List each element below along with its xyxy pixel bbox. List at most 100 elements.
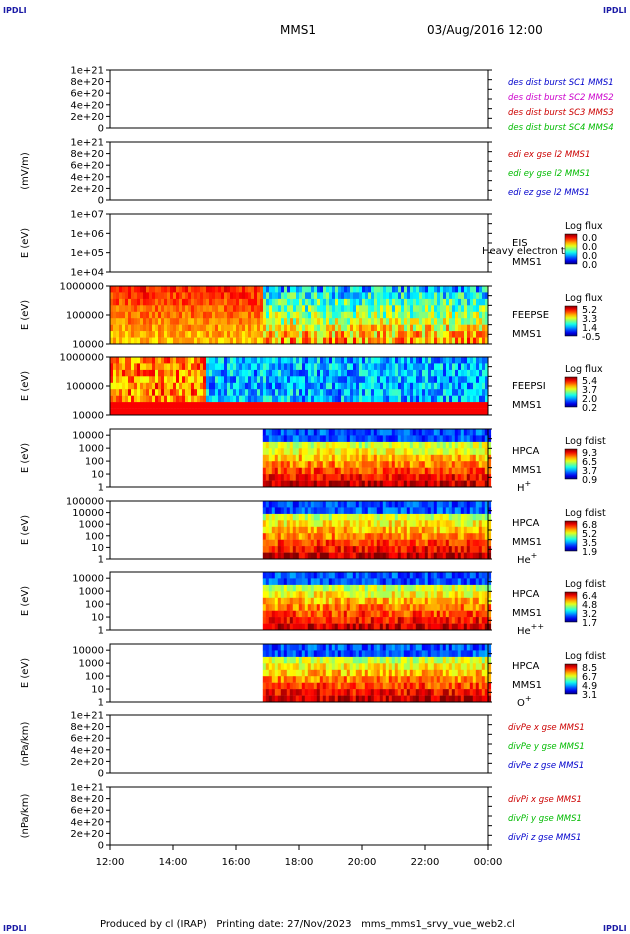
colorbar-tick-label: 3.7 — [582, 466, 597, 477]
y-tick-label: 2e+20 — [70, 184, 104, 195]
instrument-spacecraft-label: MMS1 — [512, 537, 542, 548]
y-tick-label: 6e+20 — [70, 161, 104, 172]
y-tick-label: 10000 — [72, 411, 104, 422]
legend-entry: des dist burst SC2 MMS2 — [508, 93, 614, 103]
colorbar-tick-label: 0.0 — [582, 242, 597, 253]
y-tick-label: 1e+07 — [70, 210, 104, 221]
legend-entry: divPe y gse MMS1 — [508, 742, 585, 752]
corner-label-tl: IPDLI — [3, 6, 27, 15]
colorbar-tick-label: 6.4 — [582, 591, 597, 602]
y-tick-label: 10 — [91, 470, 104, 481]
corner-label-br: IPDLI — [603, 924, 627, 933]
y-axis-label: (nPa/km) — [20, 722, 31, 767]
legend-entry: divPe z gse MMS1 — [508, 761, 584, 771]
y-tick-label: 1e+21 — [70, 711, 104, 722]
panel-5-plot-area — [110, 357, 489, 416]
y-tick-label: 6e+20 — [70, 734, 104, 745]
instrument-label: HPCA — [512, 446, 540, 457]
legend-entry: edi ex gse l2 MMS1 — [508, 150, 590, 160]
panel-6-plot-area — [262, 429, 492, 488]
colorbar-tick-label: -0.5 — [582, 332, 601, 343]
panel-6-spectrogram — [262, 429, 492, 488]
species-superscript: + — [525, 694, 532, 703]
y-axis-label: E (eV) — [20, 658, 31, 688]
x-tick-label: 12:00 — [96, 857, 125, 868]
panel-5-spectrogram — [110, 357, 489, 416]
legend-entry: edi ey gse l2 MMS1 — [508, 169, 590, 179]
legend-entry: divPi z gse MMS1 — [508, 833, 581, 843]
y-tick-label: 10 — [91, 543, 104, 554]
y-tick-label: 1000 — [79, 444, 104, 455]
y-tick-label: 10000 — [72, 431, 104, 442]
y-tick-label: 1e+06 — [70, 229, 104, 240]
colorbar-tick-label: 6.8 — [582, 520, 597, 531]
y-tick-label: 2e+20 — [70, 829, 104, 840]
colorbar-tick-label: 5.4 — [582, 376, 597, 387]
y-tick-label: 1000 — [79, 520, 104, 531]
instrument-spacecraft-label: MMS1 — [512, 400, 542, 411]
y-axis-label: (mV/m) — [20, 152, 31, 190]
species-label: He++ — [517, 622, 544, 637]
colorbar-title: Log fdist — [565, 508, 606, 519]
colorbar-tick-label: 3.2 — [582, 609, 597, 620]
y-tick-label: 100000 — [66, 382, 104, 393]
y-tick-label: 10000 — [72, 574, 104, 585]
colorbar-tick-label: 1.4 — [582, 323, 597, 334]
colorbar-tick-label: 6.5 — [582, 457, 597, 468]
colorbar-tick-label: 5.2 — [582, 305, 597, 316]
footer-producer: Produced by cl (IRAP) — [100, 919, 207, 930]
y-axis-label: E (eV) — [20, 515, 31, 545]
y-tick-label: 100000 — [66, 497, 104, 508]
y-tick-label: 8e+20 — [70, 77, 104, 88]
instrument-spacecraft-label: MMS1 — [512, 329, 542, 340]
colorbar — [564, 520, 578, 552]
instrument-spacecraft-label: MMS1 — [512, 465, 542, 476]
x-tick-label: 20:00 — [348, 857, 377, 868]
colorbar-tick-label: 3.5 — [582, 538, 597, 549]
panel-1-frame — [109, 69, 489, 129]
y-tick-label: 4e+20 — [70, 745, 104, 756]
colorbar-title: Log fdist — [565, 651, 606, 662]
panel-10-frame — [109, 714, 489, 774]
colorbar-title: Log flux — [565, 221, 603, 232]
y-tick-label: 100 — [85, 600, 104, 611]
y-tick-label: 1 — [98, 626, 104, 637]
y-tick-label: 1e+21 — [70, 783, 104, 794]
y-tick-label: 1 — [98, 483, 104, 494]
y-tick-label: 1000000 — [59, 282, 104, 293]
colorbar-tick-label: 5.2 — [582, 529, 597, 540]
panel-4: 10000 100000 1000000 E (eV) FEEPSE MMS1 Log fl… — [20, 282, 603, 351]
y-tick-label: 10000 — [72, 646, 104, 657]
y-tick-label: 10000 — [72, 340, 104, 351]
colorbar-title: Log fdist — [565, 579, 606, 590]
x-tick-label: 16:00 — [222, 857, 251, 868]
y-tick-label: 2e+20 — [70, 757, 104, 768]
y-tick-label: 100 — [85, 531, 104, 542]
species-label: H+ — [517, 479, 531, 494]
colorbar-tick-label: 3.3 — [582, 314, 597, 325]
panel-8-spectrogram — [262, 572, 492, 631]
species-label: He+ — [517, 551, 537, 566]
overlay-text: Heavy electron to — [482, 246, 571, 257]
legend-entry: des dist burst SC3 MMS3 — [508, 108, 614, 118]
colorbar-tick-label: 0.9 — [582, 475, 597, 486]
colorbar-tick-label: 0.0 — [582, 260, 597, 271]
species-label: O+ — [517, 694, 532, 709]
colorbar-tick-label: 4.9 — [582, 681, 597, 692]
y-tick-label: 6e+20 — [70, 806, 104, 817]
colorbar — [564, 233, 578, 265]
instrument-spacecraft-label: MMS1 — [512, 680, 542, 691]
y-tick-label: 4e+20 — [70, 817, 104, 828]
colorbar-tick-label: 4.8 — [582, 600, 597, 611]
y-tick-label: 10 — [91, 685, 104, 696]
colorbar — [564, 376, 578, 408]
y-tick-label: 0 — [98, 196, 104, 207]
y-tick-label: 1e+21 — [70, 66, 104, 77]
x-tick-label: 00:00 — [474, 857, 503, 868]
y-tick-label: 8e+20 — [70, 149, 104, 160]
y-tick-label: 8e+20 — [70, 794, 104, 805]
y-tick-label: 4e+20 — [70, 100, 104, 111]
